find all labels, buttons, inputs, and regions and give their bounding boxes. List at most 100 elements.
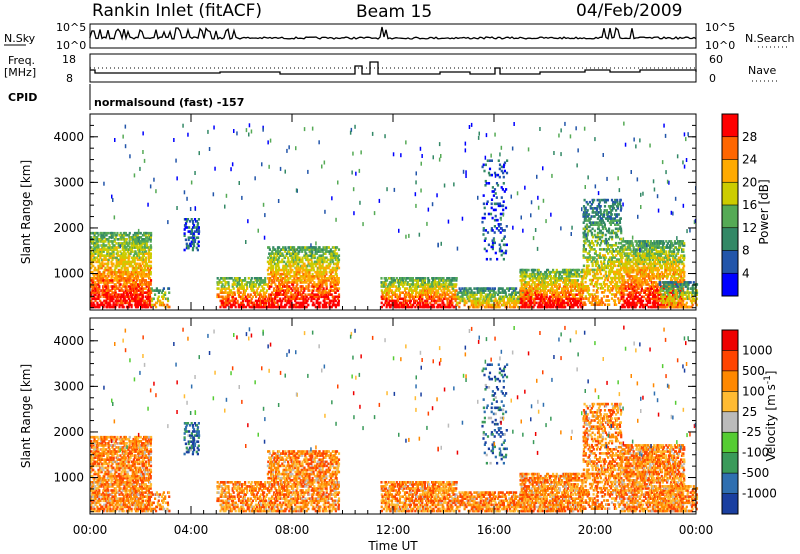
power-cell xyxy=(310,254,313,257)
power-cell xyxy=(223,285,226,288)
power-cell xyxy=(118,289,121,292)
power-cell xyxy=(193,240,196,244)
power-cell xyxy=(103,303,106,307)
power-cell xyxy=(453,279,456,282)
power-cell xyxy=(275,289,278,292)
power-cell xyxy=(254,279,257,282)
power-cell xyxy=(599,229,602,233)
power-cell xyxy=(312,266,315,270)
power-cell xyxy=(291,256,294,260)
power-cell xyxy=(396,281,399,284)
power-cell xyxy=(141,303,144,307)
power-cell xyxy=(603,291,606,294)
power-cell xyxy=(505,225,508,228)
power-cell xyxy=(554,285,558,288)
power-cell xyxy=(123,297,126,301)
power-cell xyxy=(415,299,418,303)
power-cell xyxy=(575,268,578,272)
power-cell xyxy=(121,305,124,309)
power-cell xyxy=(304,270,307,274)
power-cell xyxy=(300,289,303,292)
power-cell xyxy=(92,254,95,257)
power-cell xyxy=(133,287,136,290)
power-cell xyxy=(256,293,259,296)
power-cell xyxy=(325,293,328,296)
power-cell xyxy=(287,277,290,280)
power-cell xyxy=(302,281,305,284)
power-cell xyxy=(90,236,93,239)
power-cell xyxy=(324,246,327,249)
power-cell xyxy=(246,287,249,290)
power-cell xyxy=(513,305,517,309)
power-cell xyxy=(565,287,568,290)
power-cell xyxy=(451,279,454,282)
power-cell xyxy=(437,291,440,294)
power-cell xyxy=(466,297,469,301)
power-cell xyxy=(115,266,118,270)
power-cell xyxy=(295,256,298,260)
power-cell xyxy=(590,301,593,304)
power-cell xyxy=(134,281,138,284)
power-cell xyxy=(554,305,557,309)
power-cell xyxy=(562,287,565,290)
power-cell xyxy=(117,270,120,274)
power-cell xyxy=(284,289,287,292)
power-cell xyxy=(133,293,136,296)
power-cell xyxy=(582,270,585,274)
power-cell xyxy=(454,285,457,288)
power-cell xyxy=(274,270,277,274)
power-cell xyxy=(551,305,555,309)
power-cell xyxy=(497,204,500,208)
power-cell xyxy=(596,262,599,265)
power-cell xyxy=(398,301,401,305)
power-cell xyxy=(283,264,286,268)
power-cell xyxy=(187,236,190,239)
power-cell xyxy=(124,233,127,237)
power-cell xyxy=(584,270,587,274)
power-cell xyxy=(282,254,285,257)
power-cell xyxy=(326,277,329,280)
power-cell xyxy=(102,277,105,280)
power-cell xyxy=(560,297,564,301)
power-cell xyxy=(280,275,283,278)
power-cell xyxy=(143,260,146,264)
power-cell xyxy=(301,250,304,253)
power-cell xyxy=(328,270,331,274)
power-cell xyxy=(395,301,398,305)
power-cell xyxy=(421,281,424,284)
power-cell xyxy=(307,277,310,280)
power-cell xyxy=(140,283,143,286)
power-cell xyxy=(519,275,522,278)
power-cell xyxy=(583,287,586,290)
power-cell xyxy=(286,285,289,288)
power-cell xyxy=(604,285,607,288)
power-cell xyxy=(584,217,587,220)
power-cell xyxy=(552,303,556,307)
power-cell xyxy=(579,275,582,278)
power-cell xyxy=(141,258,144,262)
power-cell xyxy=(138,250,141,253)
power-cell xyxy=(521,305,524,309)
power-cell xyxy=(571,281,574,284)
power-cell xyxy=(283,256,287,260)
power-cell xyxy=(313,283,316,286)
power-cell xyxy=(540,289,543,292)
power-cell xyxy=(516,305,520,309)
power-cell xyxy=(110,268,113,272)
power-cell xyxy=(401,279,405,282)
power-cell xyxy=(300,279,303,282)
power-cell xyxy=(329,248,332,251)
power-cell xyxy=(530,283,533,286)
power-cell xyxy=(600,276,603,280)
power-cell xyxy=(120,293,123,296)
power-cell xyxy=(444,279,447,282)
power-cell xyxy=(504,251,507,255)
power-cell xyxy=(441,299,444,303)
power-cell xyxy=(440,289,443,292)
power-cell xyxy=(250,299,253,303)
power-cell xyxy=(275,258,278,262)
power-cell xyxy=(585,215,588,218)
power-cell xyxy=(598,266,601,270)
power-cell xyxy=(556,303,559,307)
power-cell xyxy=(595,276,598,280)
